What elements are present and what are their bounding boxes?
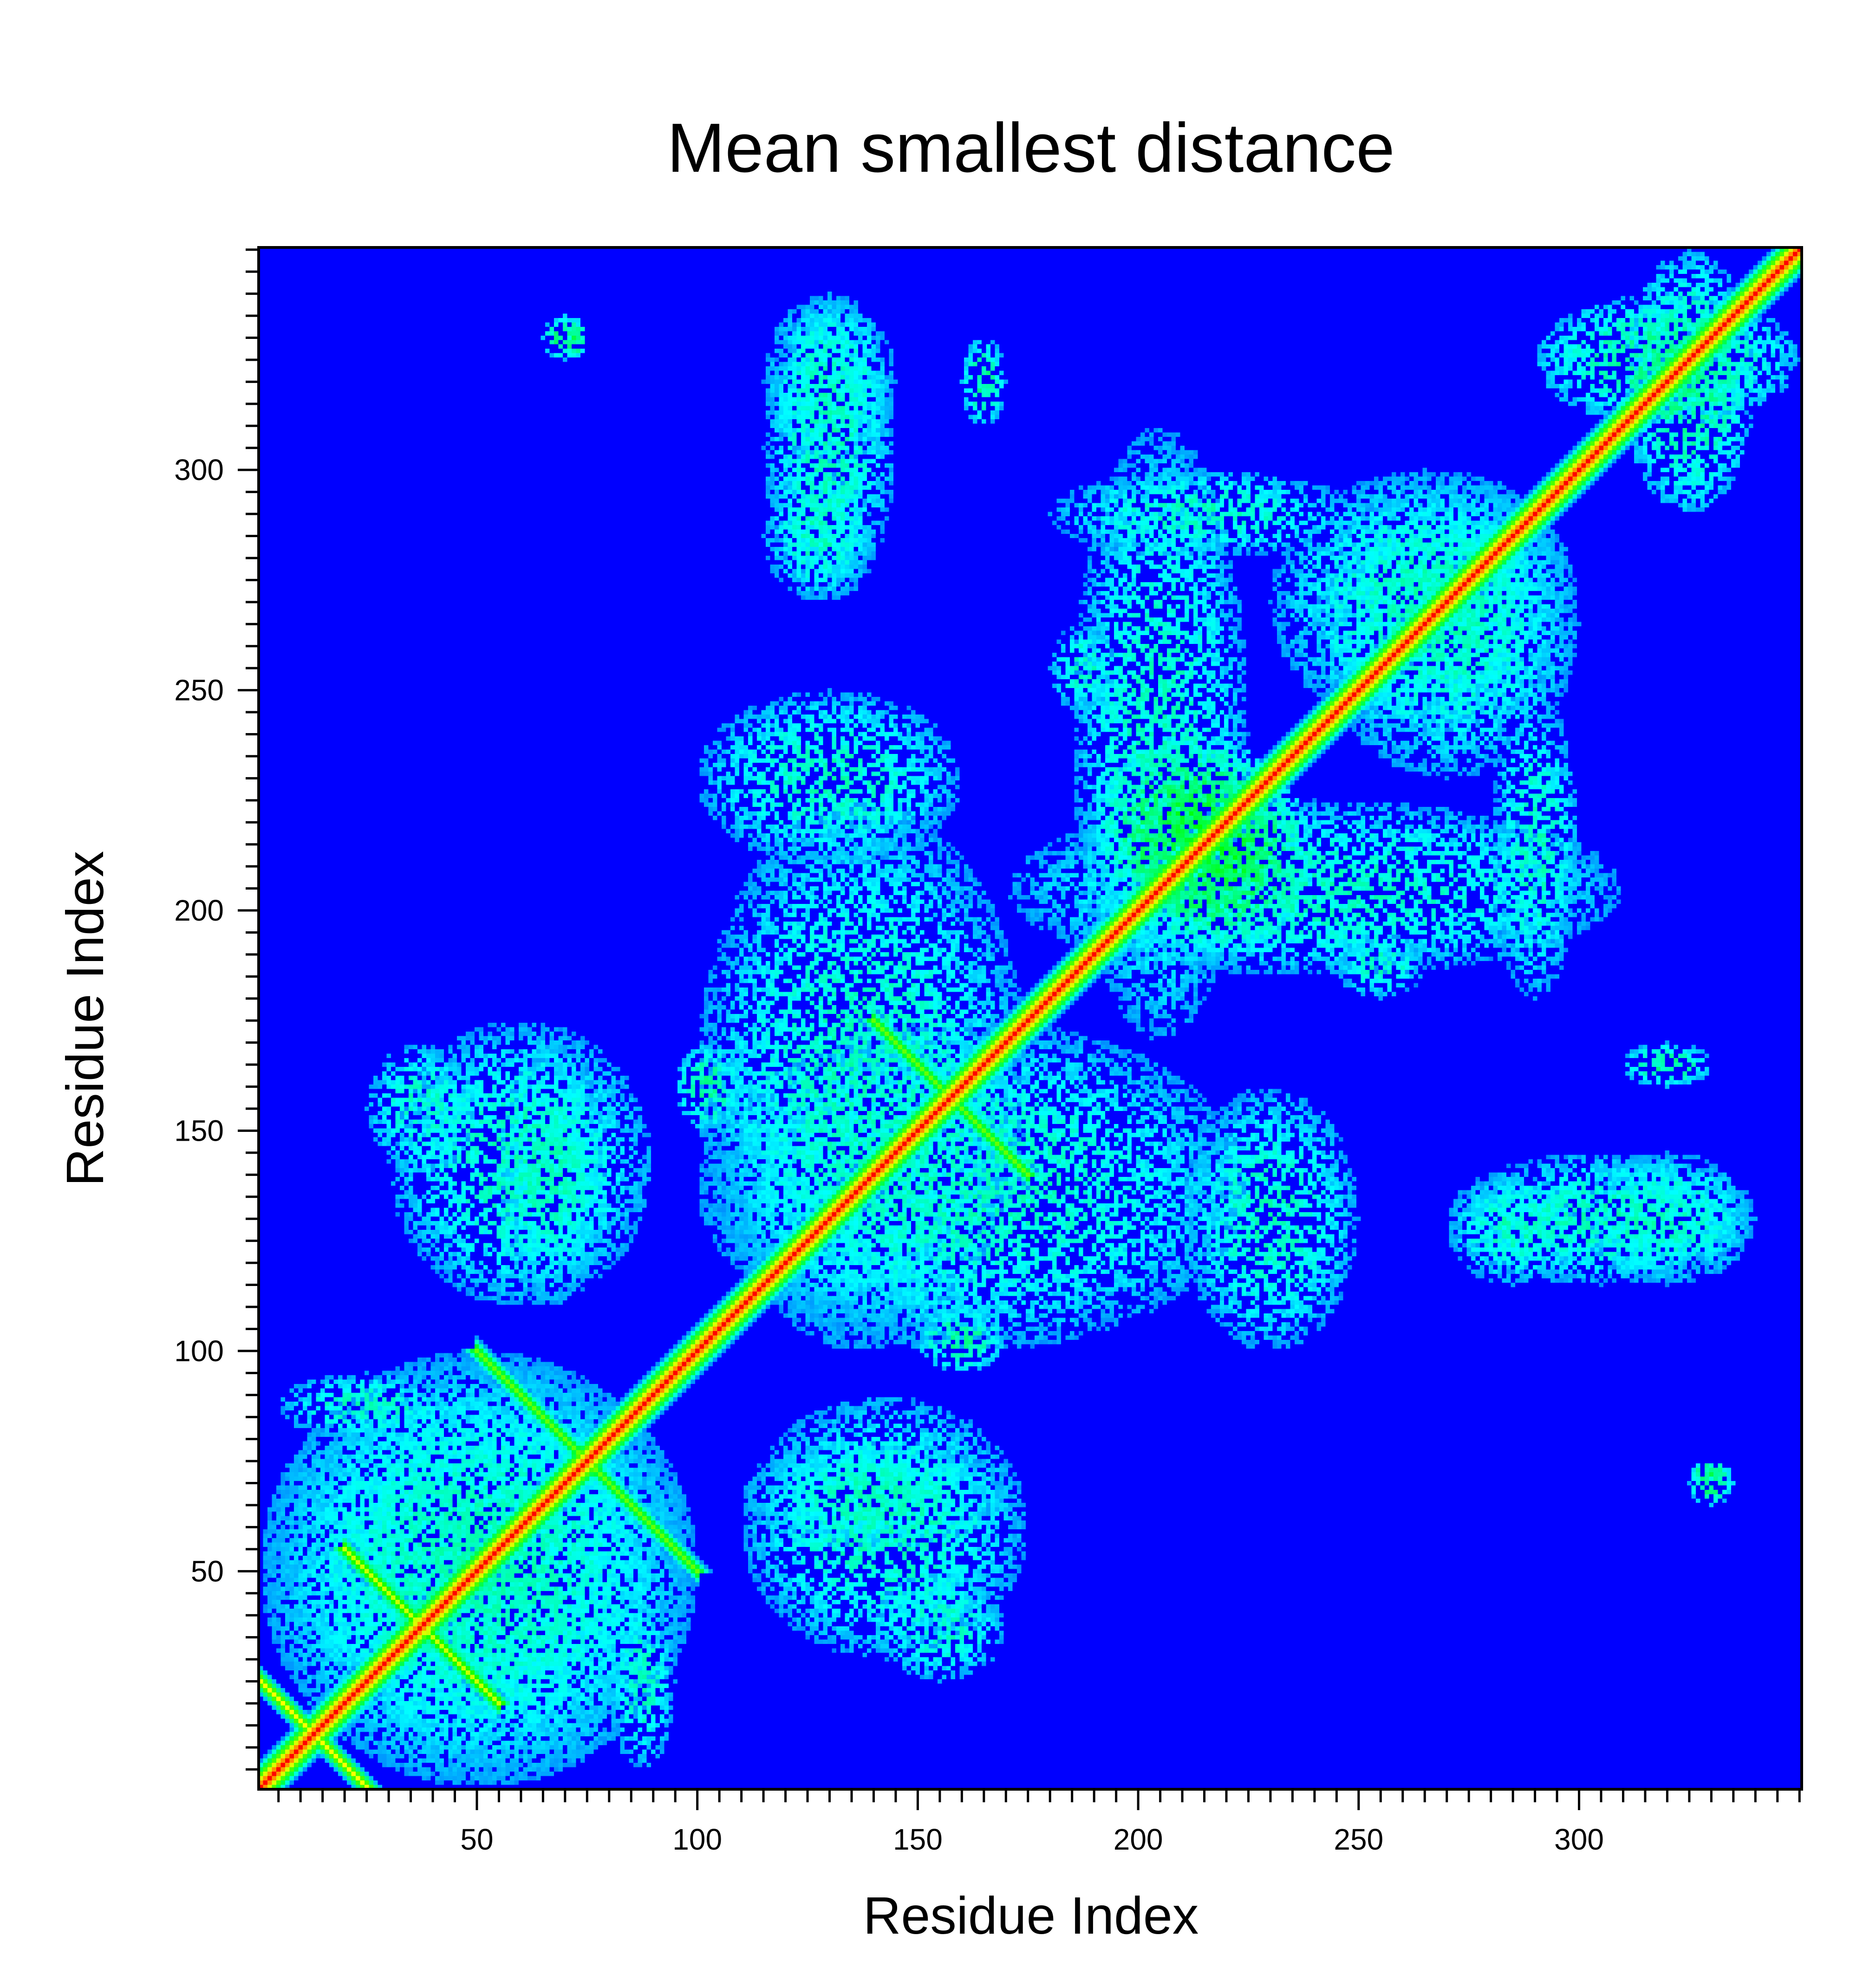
x-tick-label: 50 [460,1823,493,1856]
x-tick-label: 250 [1334,1823,1383,1856]
x-tick-label: 300 [1554,1823,1604,1856]
x-axis-ticks: 50 100 150 200 250 300 [277,1789,1801,1856]
y-tick-label: 50 [191,1554,224,1588]
y-tick-label: 100 [174,1334,224,1368]
heatmap-cells [259,247,1802,1789]
y-axis-ticks: 50 100 150 200 250 300 [174,248,259,1771]
heatmap-layer [259,247,1802,1789]
x-tick-label: 200 [1114,1823,1163,1856]
chart-title: Mean smallest distance [667,109,1394,187]
x-axis-label: Residue Index [863,1886,1199,1945]
y-tick-label: 250 [174,674,224,707]
x-tick-label: 100 [672,1823,722,1856]
y-tick-label: 200 [174,894,224,927]
x-tick-label: 150 [893,1823,943,1856]
y-tick-label: 150 [174,1114,224,1147]
y-axis-label: Residue Index [56,851,114,1186]
plot-frame [257,246,1803,1791]
y-tick-label: 300 [174,453,224,487]
